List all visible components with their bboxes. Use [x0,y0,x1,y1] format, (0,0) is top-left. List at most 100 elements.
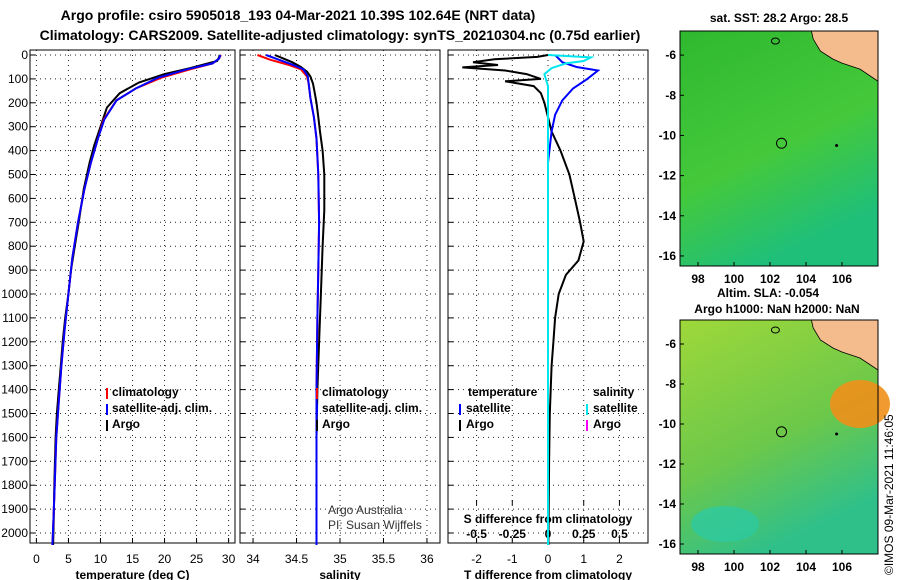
map-y-tick-label: -16 [659,249,677,263]
map-y-tick-label: -12 [659,169,677,183]
y-tick-label: 1000 [1,287,28,301]
top-tick-label: -0.5 [466,527,487,541]
panel-sst_map: 98 100 102 104 106 -6 -8 -10 -12 -14 -16 sat. SST: … [659,11,879,286]
panel-temperature: 0 5 10 15 20 25 30 temperature (deg C) 0 100 200 30… [1,48,235,580]
x-tick-label: 0 [33,552,40,566]
y-tick-label: 800 [8,239,28,253]
top-tick-label: -0.25 [499,527,527,541]
x-tick-label: 30 [222,552,236,566]
series-s-satellite [543,54,595,545]
y-tick-label: 700 [8,215,28,229]
map-y-tick-label: -6 [665,337,676,351]
legend-label: satellite-adj. clim. [322,401,422,415]
series-argo [52,54,221,546]
figure-title-line1: Argo profile: csiro 5905018_193 04-Mar-2… [61,7,536,23]
sla-low-anomaly [691,506,759,542]
map-y-tick-label: -14 [659,209,677,223]
map-y-tick-label: -8 [665,377,676,391]
y-tick-label: 1500 [1,407,28,421]
panel-sla_map: 98 100 102 104 106 -6 -8 -10 -12 -14 -16 Altim. SLA… [659,286,890,574]
y-tick-label: 1200 [1,335,28,349]
y-tick-label: 1700 [1,454,28,468]
float-marker [776,426,788,438]
x-tick-label: 1 [580,552,587,566]
x-tick-label: 36 [420,552,434,566]
legend-title-temperature: temperature [468,385,538,399]
legend-label: Argo [322,417,350,431]
map-y-tick-label: -8 [665,88,676,102]
y-tick-label: 1900 [1,502,28,516]
map-y-tick-label: -6 [665,48,676,62]
map-x-tick-label: 104 [796,272,816,286]
series-satellite-adj.-clim. [51,54,222,546]
map-x-tick-label: 100 [724,272,744,286]
legend-label: climatology [112,385,179,399]
map-x-tick-label: 106 [832,560,852,574]
map-y-tick-label: -14 [659,497,677,511]
x-tick-label: 35 [333,552,347,566]
copyright-label: ©IMOS 09-Mar-2021 11:46:05 [882,414,896,575]
x-tick-label: 2 [616,552,623,566]
y-tick-label: 1400 [1,383,28,397]
top-tick-label: 0.5 [611,527,628,541]
x-tick-label: 10 [94,552,108,566]
credit-note: Argo Australia [328,503,403,517]
x-tick-label: -1 [507,552,518,566]
sla-high-anomaly [830,380,890,428]
x-tick-label: 35.5 [372,552,396,566]
legend-title-salinity: salinity [593,385,635,399]
y-tick-label: 1800 [1,478,28,492]
panel-salinity: 34 34.5 35 35.5 36 salinity climatology satelli… [239,49,441,580]
island-dot [835,432,839,436]
plot-frame [29,49,236,544]
map-y-tick-label: -16 [659,537,677,551]
profile-plots: 0 5 10 15 20 25 30 temperature (deg C) 0 100 200 30… [1,48,649,580]
figure-title-line2: Climatology: CARS2009. Satellite-adjuste… [40,27,641,43]
y-tick-label: 2000 [1,526,28,540]
legend-label: satellite-adj. clim. [112,401,212,415]
map-x-tick-label: 102 [760,560,780,574]
series-t-satellite [547,54,601,545]
map-x-tick-label: 98 [691,560,705,574]
map-title: sat. SST: 28.2 Argo: 28.5 [710,11,849,25]
map-x-tick-label: 100 [724,560,744,574]
map-y-tick-label: -10 [659,417,677,431]
legend-label: Argo [593,417,621,431]
map-y-tick-label: -12 [659,457,677,471]
legend-label: Argo [466,417,494,431]
y-tick-label: 900 [8,263,28,277]
x-axis-label: salinity [319,568,361,580]
plot-frame [239,49,441,544]
y-tick-label: 0 [21,48,28,62]
map-title-line1: Altim. SLA: -0.054 [717,286,819,300]
top-tick-label: 0.25 [572,527,596,541]
x-tick-label: 25 [190,552,204,566]
x-tick-label: 5 [65,552,72,566]
map-frame [679,319,879,555]
map-x-tick-label: 104 [796,560,816,574]
y-tick-label: 1100 [2,311,28,325]
x-tick-label: 34.5 [285,552,309,566]
series-t-argo [462,54,585,546]
x-tick-label: -2 [471,552,482,566]
credit-note: PI: Susan Wijffels [328,518,422,532]
y-tick-label: 300 [8,120,28,134]
y-tick-label: 1300 [1,359,28,373]
y-tick-label: 400 [8,144,28,158]
series-climatology [51,54,222,546]
map-x-tick-label: 102 [760,272,780,286]
map-y-tick-label: -10 [659,128,677,142]
x-tick-label: 15 [126,552,140,566]
x-axis-label: T difference from climatology [464,568,632,580]
x-tick-label: 20 [158,552,172,566]
x-axis-label: temperature (deg C) [75,568,189,580]
island-outline [770,326,780,334]
legend-label: climatology [322,385,389,399]
y-tick-label: 200 [8,96,28,110]
panel-difference: -2 -1 0 1 2 T difference from climatology -0.5… [447,49,649,580]
y-tick-label: 100 [8,72,28,86]
y-tick-label: 600 [8,191,28,205]
map-ocean [680,31,878,266]
island-dot [835,143,839,147]
